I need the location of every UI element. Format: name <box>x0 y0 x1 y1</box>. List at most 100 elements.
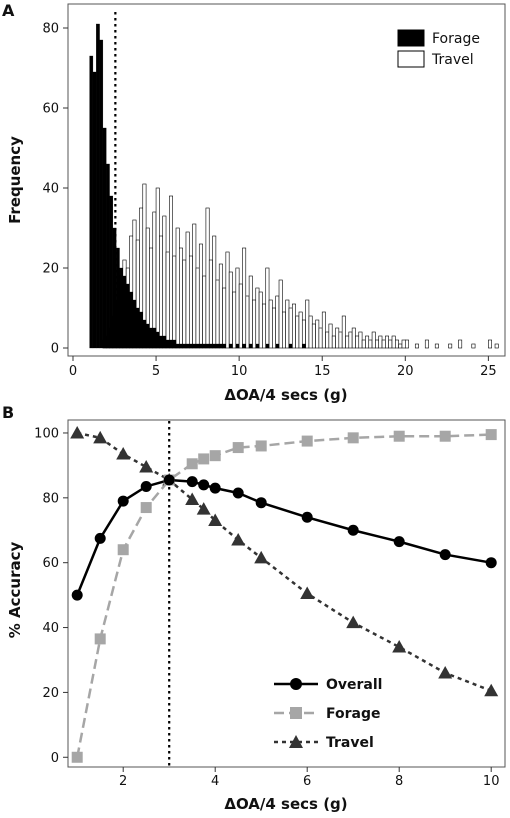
marker-overall <box>255 497 267 509</box>
marker-overall <box>71 589 83 601</box>
bar-travel <box>278 279 283 349</box>
y-tick-label: 0 <box>51 751 59 766</box>
bar-travel <box>328 323 333 349</box>
legend-label-travel: Travel <box>431 52 474 68</box>
bar-travel <box>179 247 183 349</box>
bar-travel <box>232 291 237 349</box>
bar-travel <box>345 335 350 349</box>
panel-b-x-axis-label: ΔOA/4 secs (g) <box>224 795 347 813</box>
bar-forage <box>126 283 130 349</box>
marker-overall <box>117 495 129 507</box>
marker-forage <box>186 458 198 470</box>
bar-travel <box>414 343 419 349</box>
bar-forage <box>185 343 190 349</box>
marker-overall <box>393 536 405 548</box>
bar-travel <box>338 331 343 349</box>
marker-forage <box>255 440 267 452</box>
marker-travel <box>70 425 85 439</box>
legend-marker-travel <box>289 735 303 748</box>
marker-overall <box>232 487 244 499</box>
marker-overall <box>209 482 221 494</box>
bar-travel <box>401 339 406 349</box>
x-tick-label: 15 <box>314 364 331 379</box>
panel-a-x-axis-label: ΔOA/4 secs (g) <box>224 386 347 404</box>
bar-travel <box>321 311 326 349</box>
bar-forage <box>159 335 163 349</box>
bar-forage <box>275 343 280 349</box>
bar-travel <box>252 299 257 349</box>
bar-travel <box>235 267 240 349</box>
bar-travel <box>225 251 230 349</box>
bar-travel <box>288 307 293 349</box>
bar-travel <box>391 335 396 349</box>
panel-b-series <box>70 425 499 763</box>
bar-travel <box>361 339 366 349</box>
bar-forage <box>229 343 233 349</box>
legend-swatch-travel <box>397 50 425 68</box>
bar-travel <box>205 207 210 349</box>
bar-travel <box>162 215 167 349</box>
bar-travel <box>301 319 306 349</box>
x-tick-label: 20 <box>397 364 414 379</box>
bar-travel <box>341 315 346 349</box>
bar-travel <box>348 331 353 349</box>
bar-travel <box>388 339 393 349</box>
y-tick-label: 60 <box>42 102 59 117</box>
bar-forage <box>302 343 306 349</box>
bar-forage <box>155 331 160 349</box>
bar-forage <box>288 343 293 349</box>
bar-travel <box>169 195 173 349</box>
marker-travel <box>346 615 361 629</box>
panel-b-legend: Overall Forage Travel <box>274 677 382 751</box>
marker-overall <box>347 524 359 536</box>
bar-travel <box>378 335 383 349</box>
bar-forage <box>99 39 104 349</box>
bar-travel <box>198 243 203 349</box>
legend-label-forage-b: Forage <box>326 706 380 722</box>
bar-travel <box>398 343 403 349</box>
bar-travel <box>222 287 227 349</box>
legend-label-forage: Forage <box>432 31 480 47</box>
bar-travel <box>424 339 429 349</box>
x-tick-label: 10 <box>483 774 500 789</box>
x-tick-label: 0 <box>69 364 77 379</box>
bar-forage <box>172 339 177 349</box>
marker-travel <box>139 460 154 473</box>
bar-travel <box>185 231 190 349</box>
bar-travel <box>208 259 213 349</box>
bar-travel <box>471 343 476 349</box>
y-tick-label: 20 <box>42 686 59 701</box>
bar-travel <box>275 295 280 349</box>
bar-forage <box>199 343 203 349</box>
marker-overall <box>198 479 210 491</box>
bar-forage <box>212 343 217 349</box>
bar-travel <box>325 331 330 349</box>
marker-forage <box>439 430 451 442</box>
panel-a-bars <box>89 23 499 349</box>
bar-forage <box>92 71 97 349</box>
bar-travel <box>262 303 267 349</box>
marker-overall <box>163 474 175 486</box>
y-tick-label: 40 <box>42 621 59 636</box>
bar-travel <box>375 339 380 349</box>
bar-forage <box>248 343 253 349</box>
bar-forage <box>219 343 223 349</box>
bar-travel <box>335 327 340 349</box>
y-tick-label: 80 <box>42 491 59 506</box>
bar-travel <box>268 299 273 349</box>
marker-overall <box>439 549 451 561</box>
bar-travel <box>494 343 499 349</box>
bar-travel <box>272 307 277 349</box>
bar-travel <box>308 315 313 349</box>
legend-marker-forage <box>290 707 302 719</box>
bar-travel <box>385 335 389 349</box>
bar-forage <box>255 343 260 349</box>
bar-forage <box>122 275 127 349</box>
bar-forage <box>135 307 140 349</box>
x-tick-label: 5 <box>152 364 160 379</box>
bar-travel <box>358 331 363 349</box>
legend-swatch-forage <box>397 29 425 47</box>
bar-travel <box>238 283 243 349</box>
bar-travel <box>298 311 303 349</box>
y-tick-label: 20 <box>42 262 59 277</box>
